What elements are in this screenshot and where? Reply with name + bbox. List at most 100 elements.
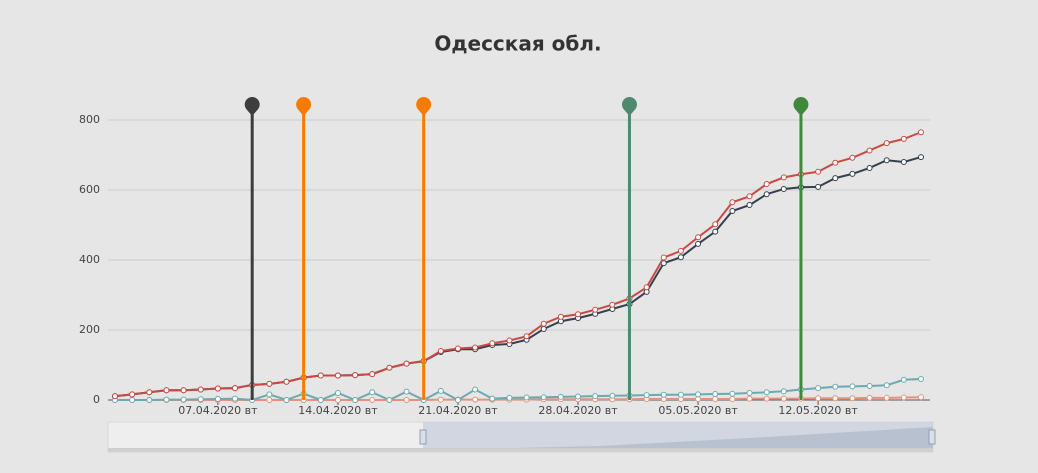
point [163, 387, 170, 394]
point [900, 135, 907, 142]
point [506, 394, 513, 401]
point [369, 389, 376, 396]
point [729, 208, 736, 214]
point [317, 372, 324, 379]
x-tick-label: 21.04.2020 вт [418, 404, 498, 417]
y-tick-label: 200 [79, 323, 100, 336]
point [386, 364, 393, 371]
point [129, 391, 136, 398]
point [763, 191, 770, 198]
point [557, 313, 564, 320]
point [112, 393, 118, 400]
point [900, 394, 907, 401]
point [849, 154, 856, 161]
point [163, 396, 170, 403]
event-marker-pin [621, 96, 637, 116]
point [523, 333, 530, 340]
point [232, 385, 239, 392]
point [386, 397, 393, 403]
point [472, 386, 479, 393]
point [232, 395, 239, 402]
point [832, 175, 839, 182]
point [643, 284, 650, 291]
point [403, 388, 410, 395]
point [918, 394, 924, 401]
point [643, 392, 650, 399]
point [832, 159, 839, 166]
point [729, 390, 736, 397]
point [369, 397, 376, 403]
point [129, 397, 136, 403]
point [266, 397, 273, 403]
navigator-handle[interactable] [419, 429, 427, 445]
point [609, 301, 616, 308]
point [900, 159, 907, 165]
point [575, 311, 582, 318]
point [352, 372, 359, 379]
point [866, 383, 873, 389]
point [849, 395, 856, 402]
point [763, 395, 770, 402]
point [403, 397, 410, 403]
point [197, 396, 204, 403]
point [849, 383, 856, 390]
point [677, 391, 684, 398]
point [334, 397, 341, 403]
point [317, 397, 324, 403]
point [883, 382, 890, 389]
x-tick-label: 05.05.2020 вт [658, 404, 738, 417]
point [832, 395, 839, 402]
point [866, 164, 873, 171]
point [695, 391, 702, 398]
navigator[interactable] [107, 421, 936, 453]
point [866, 394, 873, 401]
point [214, 395, 221, 402]
point [763, 181, 770, 188]
point [146, 389, 153, 396]
point [540, 320, 547, 327]
event-marker-pin [244, 97, 260, 116]
point [489, 395, 496, 402]
point [677, 254, 684, 261]
point [746, 193, 753, 200]
point [283, 397, 290, 403]
x-tick-label: 12.05.2020 вт [778, 404, 858, 417]
event-marker-pin [793, 96, 809, 116]
point [403, 360, 410, 367]
point [369, 371, 376, 378]
point [660, 391, 667, 398]
point [712, 391, 719, 398]
y-tick-label: 400 [79, 253, 100, 266]
point [472, 396, 479, 403]
point [849, 170, 856, 177]
chart-title: Одесская обл. [434, 32, 601, 56]
point [472, 344, 479, 351]
point [780, 395, 787, 402]
event-marker-pin [296, 97, 312, 116]
navigator-handle[interactable] [928, 429, 936, 445]
point [540, 325, 547, 332]
point [214, 385, 221, 392]
point [575, 393, 582, 400]
y-tick-label: 800 [79, 113, 100, 126]
point [677, 247, 684, 254]
point [489, 340, 496, 347]
point [437, 387, 444, 394]
point [729, 199, 736, 206]
point [506, 337, 513, 344]
y-tick-label: 600 [79, 183, 100, 196]
point [883, 394, 890, 401]
point [918, 129, 924, 136]
point [266, 391, 273, 398]
point [695, 240, 702, 247]
point [334, 390, 341, 396]
point [712, 228, 719, 235]
point [695, 234, 702, 241]
point [780, 174, 787, 181]
point [712, 395, 719, 402]
point [592, 306, 599, 313]
x-tick-label: 07.04.2020 вт [178, 404, 258, 417]
scrollbar[interactable] [108, 448, 933, 452]
point [815, 395, 822, 402]
